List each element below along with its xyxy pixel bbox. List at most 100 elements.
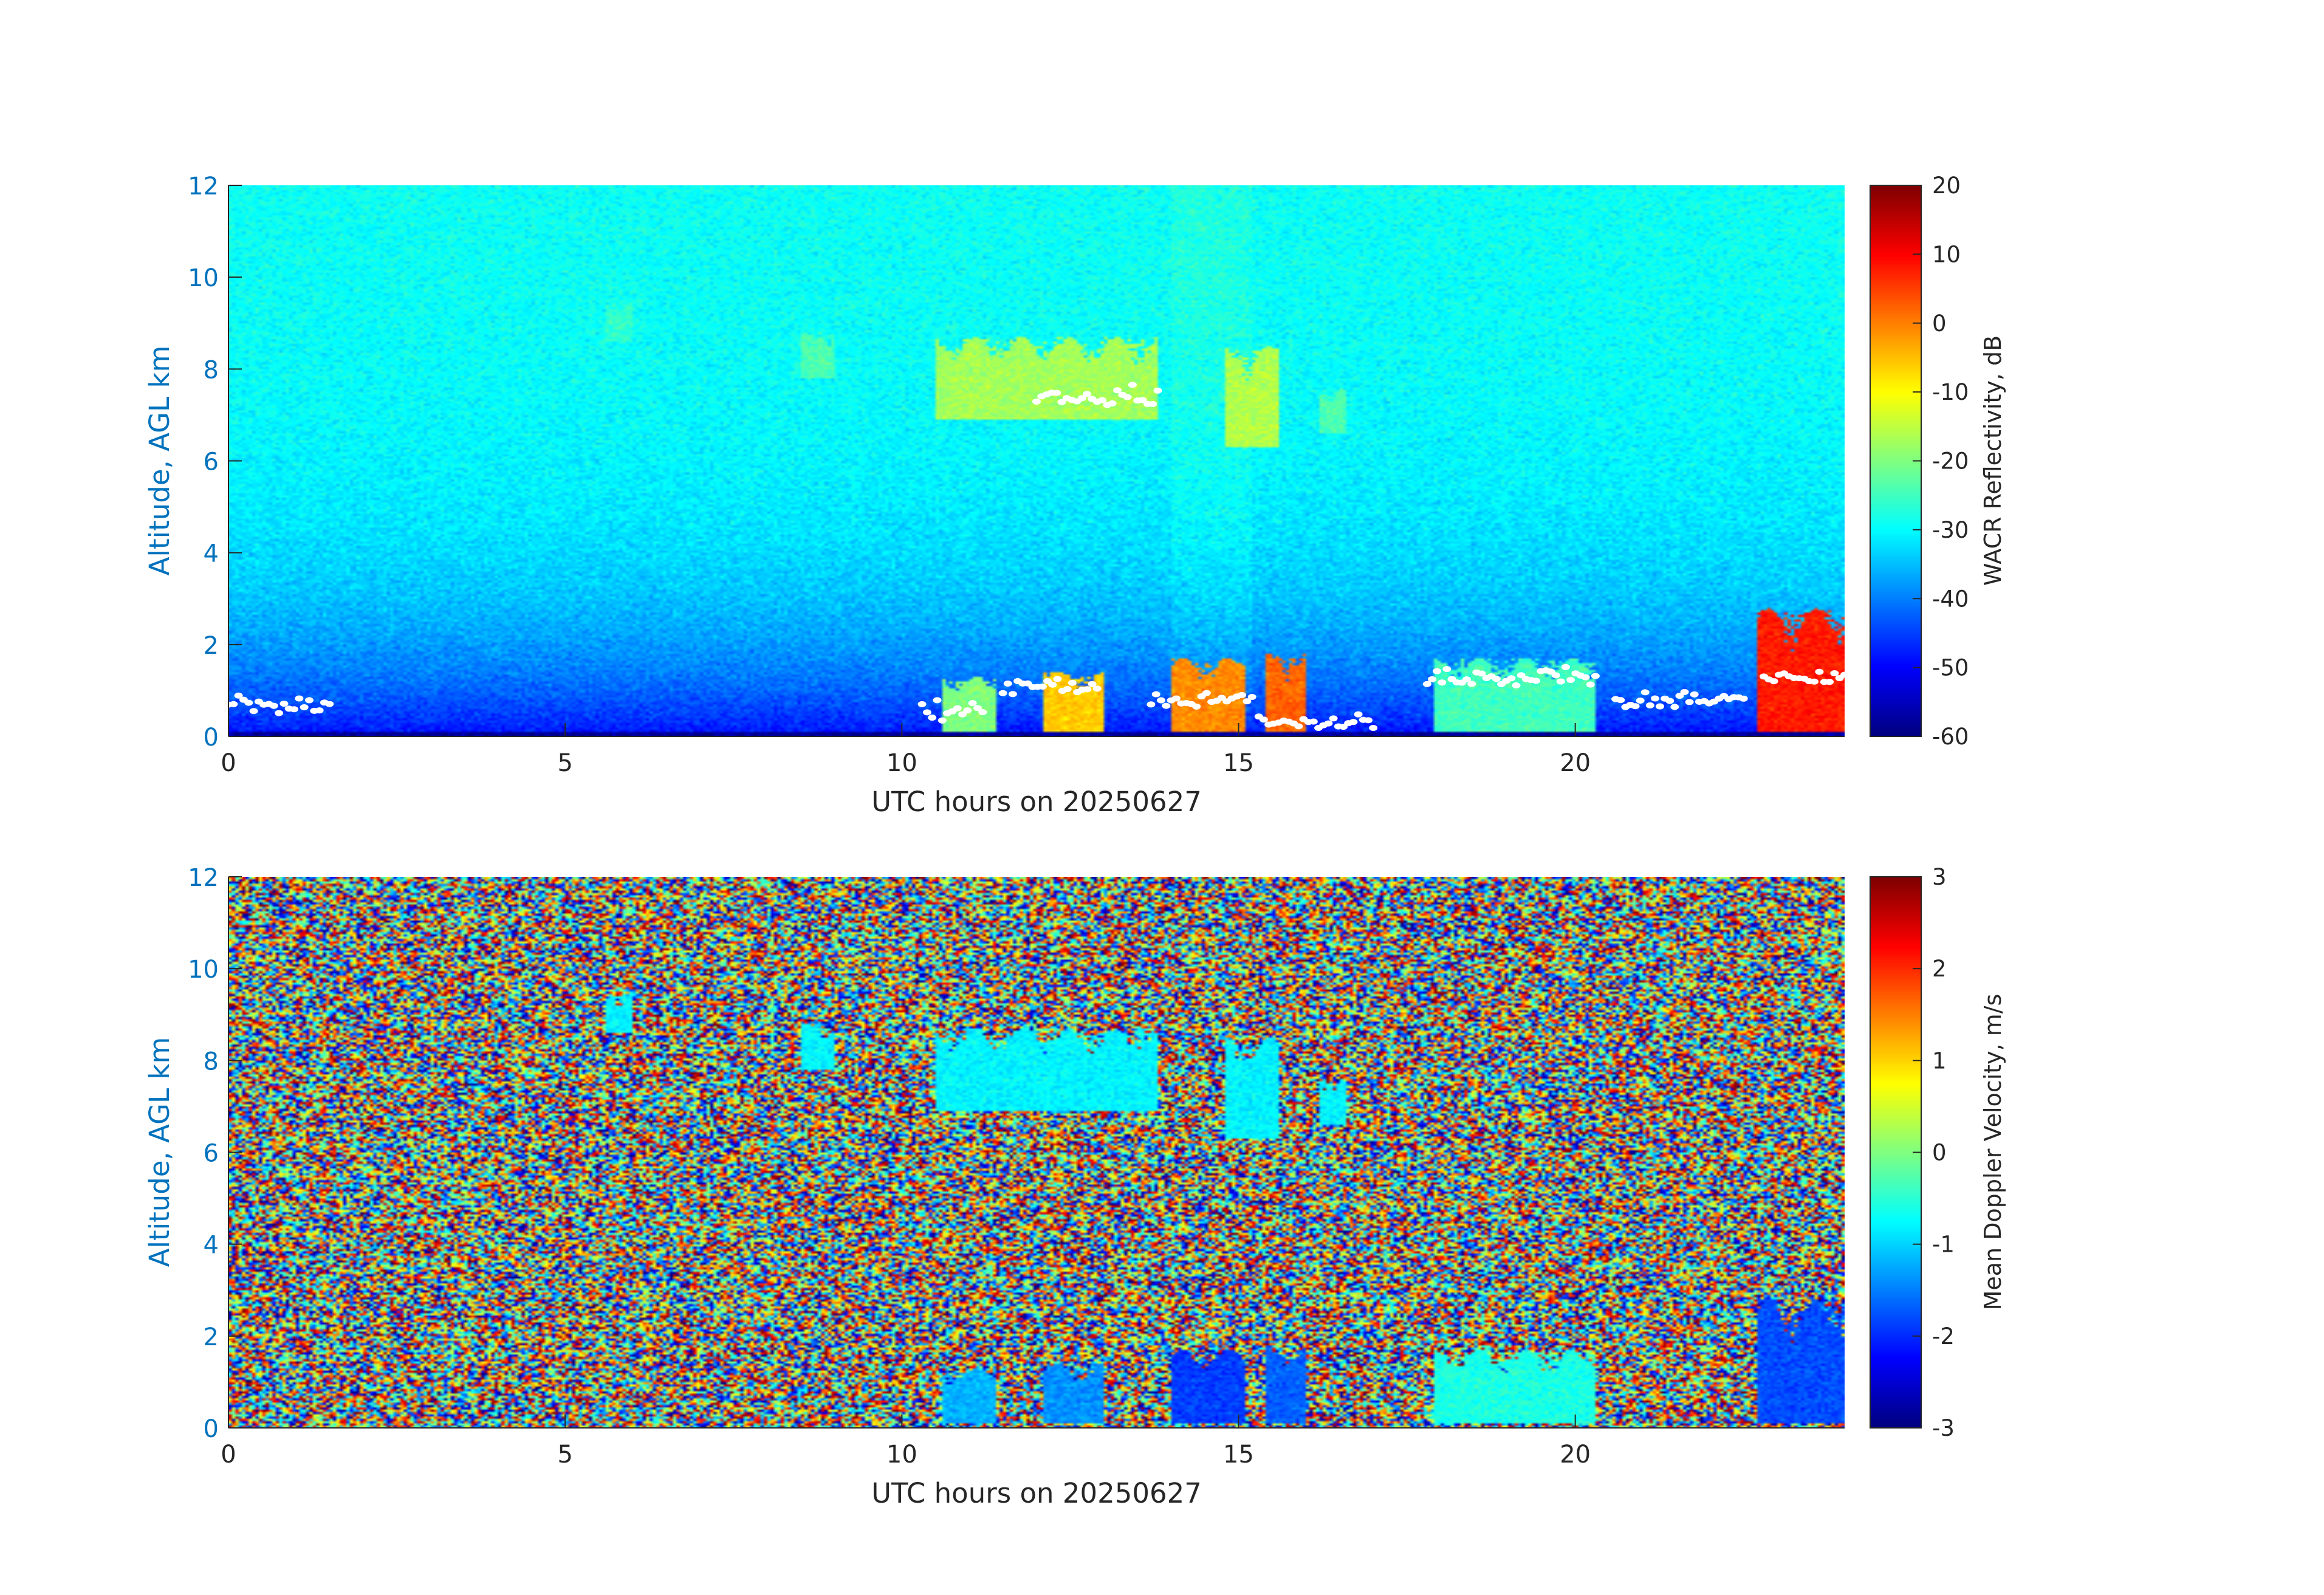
ceilometer-point <box>1147 701 1156 708</box>
ceilometer-point <box>1640 689 1650 696</box>
ceilometer-cloud-base-points <box>224 382 1849 732</box>
y-tick-label: 2 <box>204 1323 219 1351</box>
ceilometer-point <box>1442 666 1452 673</box>
y-tick-label: 4 <box>204 540 219 568</box>
y-tick-label: 0 <box>204 724 219 752</box>
ceilometer-point <box>958 711 967 718</box>
ceilometer-point <box>244 699 253 706</box>
ceilometer-point <box>1369 724 1378 731</box>
y-tick-label: 8 <box>204 1048 219 1075</box>
colorbar-tick-label: 20 <box>1932 173 1961 199</box>
ceilometer-point <box>1003 680 1012 687</box>
ceilometer-point <box>1631 703 1640 710</box>
ceilometer-point <box>922 709 931 716</box>
y-tick-label: 0 <box>204 1415 219 1443</box>
ceilometer-point <box>1825 679 1834 685</box>
ceilometer-point <box>1092 685 1102 692</box>
ceilometer-point <box>1032 398 1041 405</box>
ceilometer-point <box>1656 703 1665 710</box>
ceilometer-point <box>1739 695 1748 702</box>
x-tick-label: 0 <box>221 1441 236 1469</box>
velocity-colorbar: -3 -2 -1 0 1 2 3 Mean Doppler Velocity, m/s <box>1870 864 2006 1441</box>
ceilometer-point <box>1566 677 1575 684</box>
reflectivity-x-axis-label: UTC hours on 20250627 <box>871 786 1202 818</box>
ceilometer-point <box>1151 691 1160 698</box>
ceilometer-point <box>1113 387 1122 394</box>
y-tick-label: 6 <box>204 1140 219 1168</box>
ceilometer-point <box>1083 391 1092 397</box>
ceilometer-point <box>1438 679 1447 686</box>
reflectivity-colorbar-label: WACR Reflectivity, dB <box>1980 335 2006 586</box>
velocity-plot <box>228 877 1845 1428</box>
colorbar-tick-label: -10 <box>1932 379 1969 405</box>
colorbar-tick-label: 2 <box>1932 956 1947 982</box>
ceilometer-point <box>1467 681 1476 687</box>
ceilometer-point <box>1830 670 1839 677</box>
ceilometer-point <box>1123 394 1132 400</box>
ceilometer-point <box>1171 695 1181 702</box>
colorbar-tick-label: -20 <box>1932 448 1969 475</box>
ceilometer-point <box>1088 681 1097 687</box>
ceilometer-point <box>1551 672 1560 679</box>
y-tick-label: 10 <box>188 956 219 984</box>
ceilometer-point <box>1636 697 1645 704</box>
x-tick-label: 5 <box>557 749 572 777</box>
ceilometer-point <box>917 701 927 707</box>
ceilometer-point <box>315 707 324 714</box>
ceilometer-point <box>1354 711 1363 718</box>
ceilometer-point <box>1517 672 1526 679</box>
x-tick-label: 0 <box>221 749 236 777</box>
colorbar-tick-label: -2 <box>1932 1323 1955 1350</box>
colorbar-tick-label: -3 <box>1932 1415 1955 1441</box>
y-tick-label: 4 <box>204 1232 219 1260</box>
ceilometer-point <box>1591 673 1600 679</box>
ceilometer-point <box>1294 723 1303 730</box>
colorbar-tick-label: 0 <box>1932 310 1947 337</box>
ceilometer-point <box>1616 697 1625 704</box>
ceilometer-point <box>1363 717 1373 724</box>
colorbar-tick-label: -40 <box>1932 586 1969 612</box>
ceilometer-point <box>1815 668 1824 675</box>
ceilometer-point <box>1645 702 1654 708</box>
ceilometer-point <box>963 707 972 714</box>
ceilometer-point <box>1052 389 1061 396</box>
ceilometer-point <box>1512 682 1521 689</box>
ceilometer-point <box>1433 668 1442 674</box>
ceilometer-point <box>998 690 1007 696</box>
colorbar-tick-label: 3 <box>1932 864 1947 890</box>
y-tick-label: 12 <box>188 864 219 892</box>
ceilometer-point <box>1586 681 1595 688</box>
ceilometer-point <box>968 700 977 707</box>
colorbar-tick-label: -30 <box>1932 517 1969 543</box>
ceilometer-point <box>1083 686 1092 693</box>
ceilometer-point <box>1098 397 1107 403</box>
colorbar-tick-label: -1 <box>1932 1232 1955 1258</box>
ceilometer-point <box>1349 719 1358 725</box>
ceilometer-point <box>1561 664 1571 670</box>
x-tick-label: 20 <box>1560 749 1591 777</box>
ceilometer-point <box>1108 400 1117 406</box>
ceilometer-point <box>300 704 309 710</box>
ceilometer-point <box>978 709 987 716</box>
ceilometer-point <box>1048 681 1057 688</box>
ceilometer-point <box>1581 674 1590 681</box>
ceilometer-point <box>933 697 942 704</box>
ceilometer-point <box>1238 691 1247 698</box>
velocity-x-axis-label: UTC hours on 20250627 <box>871 1477 1202 1509</box>
ceilometer-point <box>1840 671 1849 678</box>
ceilometer-point <box>1690 691 1699 698</box>
ceilometer-point <box>290 706 299 713</box>
ceilometer-point <box>1329 715 1338 722</box>
ceilometer-point <box>1243 698 1252 705</box>
ceilometer-point <box>1769 678 1778 685</box>
ceilometer-point <box>1422 681 1431 687</box>
x-tick-label: 5 <box>557 1441 572 1469</box>
colorbar-tick-label: 10 <box>1932 241 1961 267</box>
velocity-colorbar-label: Mean Doppler Velocity, m/s <box>1980 994 2006 1311</box>
reflectivity-panel: 0 2 4 6 8 10 12 0 5 10 15 20 Altitude, AGL km UTC h… <box>143 173 2006 818</box>
x-tick-label: 20 <box>1560 1441 1591 1469</box>
ceilometer-point <box>953 705 962 712</box>
ceilometer-point <box>1427 676 1436 682</box>
